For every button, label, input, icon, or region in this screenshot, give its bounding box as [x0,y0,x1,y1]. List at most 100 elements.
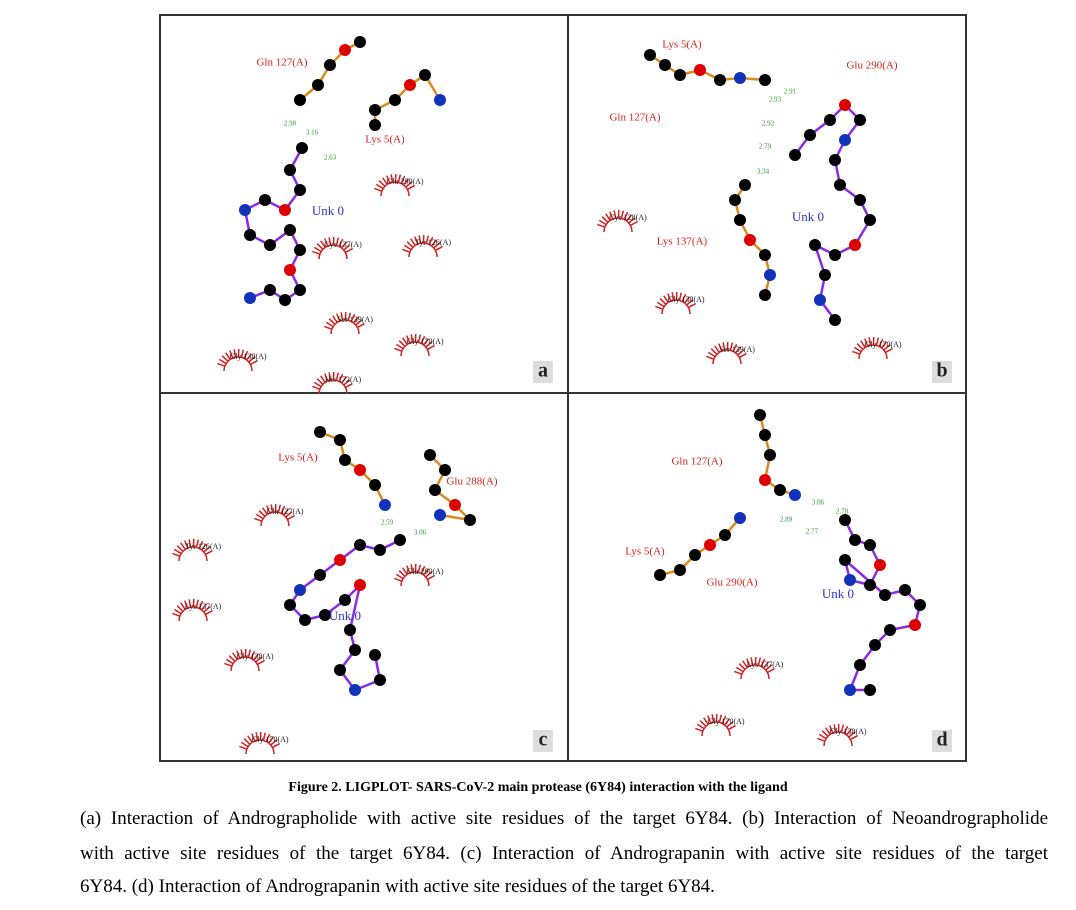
hydrophobic-contact [623,211,629,220]
hydrophobic-contact [423,568,430,576]
residue-label: Gln 127(A) [266,507,303,516]
atom [839,134,851,146]
hydrophobic-arc [230,656,260,672]
atom [349,644,361,656]
panel-letter: a [538,360,548,382]
hydrophobic-contact [188,539,192,548]
hydrophobic-contact [406,335,411,344]
hydrophobic-contact [173,608,182,615]
hydrophobic-contact [280,505,286,514]
hydrophobic-contact [335,237,340,246]
atom [864,214,876,226]
hydrophobic-contact [355,319,363,326]
hydrophobic-contact [287,515,295,521]
hydrophobic-contact [205,550,213,556]
hydrophobic-contact [243,350,249,359]
atom [839,554,851,566]
hydrophobic-contact [268,736,275,744]
ligand-label: Unk 0 [822,586,854,601]
hydrophobic-contact [711,714,715,723]
hydrophobic-contact [253,653,260,661]
hydrophobic-arc [740,664,770,680]
atom [244,292,256,304]
atom [874,559,886,571]
atom [314,569,326,581]
atom [389,94,401,106]
atom [884,624,896,636]
hydrophobic-contact [417,564,422,573]
residue-label: Tyr 126(A) [185,542,221,551]
atom [734,214,746,226]
bond-distance: 3.16 [306,129,319,137]
atom [759,429,771,441]
residue-label: Glu 290(A) [706,577,757,589]
atom [294,94,306,106]
atom [374,544,386,556]
residue-label: Gly 138(A) [229,352,266,361]
hydrophobic-contact [821,730,829,737]
hydrophobic-contact [262,732,267,741]
hydrophobic-contact [742,660,748,668]
hydrophobic-contact [425,571,433,578]
hydrophobic-contact [320,375,326,383]
atom [759,474,771,486]
hydrophobic-contact [312,385,321,390]
hydrophobic-contact [695,727,704,732]
hydrophobic-arc [380,181,410,197]
hydrophobic-contact [829,725,834,734]
bond-distance: 2.77 [806,528,819,536]
hydrophobic-contact [203,546,211,553]
hydrophobic-arc [661,299,691,315]
hydrophobic-contact [265,733,271,742]
residue-label: Lys 5(A) [278,452,318,464]
hydrophobic-contact [283,508,290,516]
hydrophobic-contact [250,650,256,659]
hydrophobic-contact [428,236,434,245]
hydrophobic-contact [402,567,408,575]
residue-label: Gly 138(A) [667,295,704,304]
residue-label: Gly 138(A) [829,727,866,736]
hydrophobic-contact [338,238,344,247]
hydrophobic-contact [195,539,200,548]
hydrophobic-contact [236,650,241,659]
hydrophobic-contact [239,745,248,750]
hydrophobic-contact [232,652,238,660]
hydrophobic-contact [270,504,274,513]
hydrophobic-contact [630,221,638,227]
hydrophobic-contact [341,376,348,384]
atom [844,684,856,696]
atom [729,194,741,206]
hydrophobic-contact [201,603,208,611]
hydrophobic-contact [382,177,388,185]
hydrophobic-contact [205,610,213,616]
residue-label: Lys 137(A) [657,236,708,248]
hydrophobic-contact [203,606,211,613]
hydrophobic-contact [394,347,403,352]
atom [354,539,366,551]
atom [879,589,891,601]
hydrophobic-contact [272,743,280,749]
hydrophobic-contact [255,513,264,520]
panel-frame [567,392,967,762]
hydrophobic-contact [353,316,360,324]
hydrophobic-contact [325,321,334,328]
atom [654,569,666,581]
hydrophobic-contact [714,345,720,353]
hydrophobic-contact [688,303,696,309]
bond-distance: 3.06 [414,529,427,537]
hydrophobic-contact [247,735,253,743]
hydrophobic-contact [818,733,827,740]
hydrophobic-contact [316,378,324,385]
atom [239,204,251,216]
hydrophobic-contact [735,346,742,354]
hydrophobic-contact [427,575,435,581]
atom [339,44,351,56]
residue-label: Lys 5(A) [662,39,702,51]
hydrophobic-contact [228,655,236,662]
atom [344,624,356,636]
hydrophobic-arc [178,606,208,622]
atom [424,449,436,461]
hydrophobic-contact [423,338,430,346]
atom [379,499,391,511]
